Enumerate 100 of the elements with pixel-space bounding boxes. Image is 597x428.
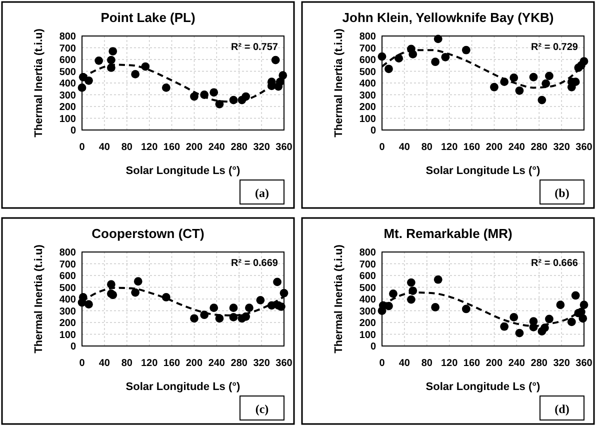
chart-title: Mt. Remarkable (MR) — [384, 226, 512, 241]
point — [389, 290, 398, 298]
y-tick-label: 400 — [59, 294, 76, 306]
y-tick-label: 100 — [359, 114, 376, 125]
y-tick-label: 300 — [59, 90, 76, 102]
x-tick-label: 360 — [276, 142, 293, 153]
y-tick-label: 500 — [359, 66, 376, 78]
x-tick-label: 160 — [163, 142, 181, 153]
point — [280, 288, 288, 298]
point — [134, 277, 142, 286]
point — [529, 72, 538, 82]
point — [78, 84, 86, 92]
point — [580, 57, 588, 66]
x-tick-label: 80 — [421, 358, 433, 369]
y-axis-title: Thermal Inertia (t.i.u) — [333, 28, 345, 138]
point — [256, 296, 265, 304]
x-axis-title: Solar Longitude Ls (°) — [126, 165, 241, 177]
x-tick-label: 280 — [530, 358, 548, 369]
y-tick-label: 200 — [59, 102, 76, 113]
point — [510, 74, 518, 82]
point — [462, 46, 470, 54]
point — [190, 314, 198, 323]
x-tick-label: 40 — [398, 358, 410, 369]
text: (a) — [255, 186, 269, 200]
y-tick-label: 0 — [70, 126, 76, 136]
y-tick-label: 500 — [59, 66, 76, 78]
y-axis-title: Thermal Inertia (t.i.u) — [33, 244, 45, 354]
x-tick-label: 80 — [121, 358, 133, 369]
chart-title: Cooperstown (CT) — [92, 226, 204, 241]
point — [542, 79, 550, 88]
point — [431, 303, 440, 312]
point — [271, 56, 280, 64]
y-axis-title: Thermal Inertia (t.i.u) — [333, 244, 345, 354]
y-tick-label: 700 — [359, 43, 376, 54]
point — [578, 314, 588, 323]
point — [131, 70, 140, 78]
x-axis-title: Solar Longitude Ls (°) — [126, 381, 241, 393]
x-axis-title: Solar Longitude Ls (°) — [426, 381, 541, 393]
chart-title: Point Lake (PL) — [100, 10, 196, 25]
x-tick-label: 320 — [253, 358, 270, 369]
x-tick-label: 160 — [463, 142, 481, 153]
point — [108, 47, 118, 56]
y-tick-label: 500 — [359, 282, 376, 294]
y-tick-label: 700 — [59, 259, 76, 270]
x-tick-label: 360 — [276, 358, 293, 369]
point — [378, 52, 386, 61]
x-tick-label: 120 — [140, 358, 158, 369]
y-tick-label: 400 — [359, 294, 376, 306]
x-tick-label: 80 — [421, 142, 433, 153]
y-tick-label: 700 — [59, 43, 76, 54]
point — [538, 96, 546, 104]
annotation: R² = 0.729 — [531, 42, 578, 53]
point — [434, 34, 442, 44]
point — [190, 92, 198, 101]
y-tick-label: 300 — [59, 306, 76, 318]
x-axis-title: Solar Longitude Ls (°) — [426, 165, 541, 177]
point — [406, 278, 416, 287]
point — [556, 300, 565, 310]
x-tick-label: 200 — [486, 142, 503, 153]
point — [545, 72, 554, 80]
x-tick-label: 40 — [98, 142, 110, 153]
y-tick-label: 800 — [359, 32, 376, 42]
x-tick-label: 240 — [508, 142, 526, 153]
point — [162, 84, 170, 92]
y-tick-label: 100 — [59, 114, 76, 125]
x-tick-label: 120 — [140, 142, 158, 153]
point — [84, 76, 93, 85]
text: (d) — [554, 402, 570, 416]
point — [245, 304, 254, 312]
x-tick-label: 280 — [530, 142, 548, 153]
annotation: R² = 0.669 — [231, 258, 278, 269]
y-tick-label: 200 — [359, 318, 376, 329]
point — [384, 64, 393, 74]
point — [210, 304, 218, 312]
x-tick-label: 0 — [79, 142, 86, 153]
point — [515, 86, 524, 95]
point — [278, 71, 288, 80]
point — [273, 278, 282, 286]
point — [394, 54, 404, 63]
point — [462, 304, 470, 314]
y-tick-label: 600 — [359, 271, 376, 282]
point — [567, 318, 576, 326]
point — [515, 328, 524, 338]
x-tick-label: 360 — [576, 142, 593, 153]
point — [441, 52, 450, 62]
point — [510, 313, 518, 322]
x-tick-label: 360 — [576, 358, 593, 369]
x-tick-label: 200 — [186, 358, 203, 369]
point — [500, 322, 509, 331]
point — [431, 58, 440, 66]
point — [94, 56, 104, 65]
x-tick-label: 80 — [121, 142, 133, 153]
point — [106, 280, 116, 289]
x-tick-label: 240 — [508, 358, 526, 369]
y-tick-label: 600 — [359, 55, 376, 66]
y-tick-label: 800 — [59, 32, 76, 42]
y-tick-label: 300 — [359, 306, 376, 318]
point — [131, 288, 140, 297]
text: (c) — [255, 402, 269, 416]
x-tick-label: 0 — [379, 142, 386, 153]
